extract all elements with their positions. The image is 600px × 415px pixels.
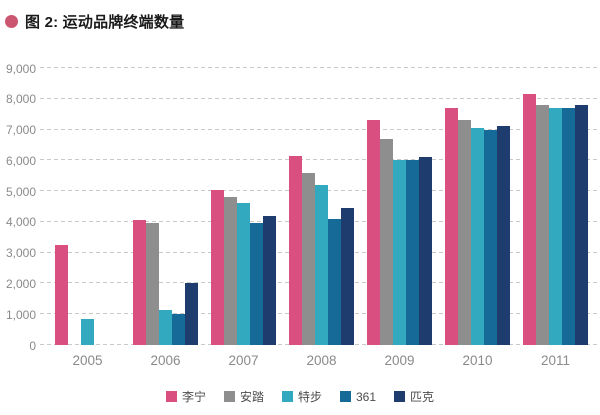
y-tick-label: 2,000 [5, 276, 36, 291]
legend-item: 匹克 [394, 388, 434, 405]
legend-swatch-icon [281, 391, 293, 402]
y-tick-label: 8,000 [5, 92, 36, 107]
bar [497, 126, 510, 345]
bar-group: 2005 [55, 68, 120, 368]
bar-group: 2008 [289, 68, 354, 368]
bar [380, 138, 393, 345]
bar-group: 2011 [523, 68, 588, 368]
bar [185, 283, 198, 345]
y-tick-label: 5,000 [5, 184, 36, 199]
bar-group: 2007 [211, 68, 276, 368]
bar [302, 172, 315, 345]
bar [146, 223, 159, 345]
bar [575, 104, 588, 345]
bar [549, 108, 562, 345]
bar [484, 129, 497, 345]
y-tick-label: 3,000 [5, 246, 36, 261]
y-tick-label: 0 [29, 338, 36, 353]
bar [211, 189, 224, 345]
bar [55, 244, 68, 345]
plot-area: 2005 2006 2007 2008 2009 2010 2011 [55, 68, 588, 368]
x-tick-label: 2011 [540, 353, 571, 368]
y-tick-label: 7,000 [5, 123, 36, 138]
bar [224, 197, 237, 345]
bar [172, 314, 185, 345]
bar [133, 220, 146, 345]
bar [328, 218, 341, 345]
gridline [40, 159, 600, 161]
y-tick-label: 4,000 [5, 215, 36, 230]
bar [562, 108, 575, 345]
legend-label: 匹克 [410, 390, 435, 404]
bar [406, 160, 419, 345]
legend-label: 特步 [297, 390, 322, 404]
figure-header: 图 2: 运动品牌终端数量 [0, 0, 600, 40]
bar-group: 2009 [367, 68, 432, 368]
legend-swatch-icon [394, 391, 406, 402]
legend-item: 安踏 [223, 388, 264, 405]
y-tick-label: 1,000 [5, 307, 36, 322]
page-title: 图 2: 运动品牌终端数量 [25, 14, 185, 31]
x-tick-label: 2008 [306, 353, 337, 368]
legend-item: 李宁 [165, 388, 206, 405]
gridline [40, 97, 600, 99]
bar [263, 215, 276, 345]
bar [341, 208, 354, 345]
gridline [40, 67, 600, 68]
legend-swatch-icon [223, 391, 235, 402]
y-tick-label: 6,000 [5, 153, 36, 168]
title-bullet-icon [5, 15, 18, 28]
legend-label: 安踏 [239, 390, 264, 404]
bar [458, 120, 471, 345]
legend-item: 361 [340, 388, 376, 405]
x-tick-label: 2005 [72, 353, 103, 368]
y-axis-labels: 0 1,000 2,000 3,000 4,000 5,000 6,000 7,000 8,00… [0, 62, 36, 353]
legend-swatch-icon [165, 391, 177, 402]
legend-label: 361 [356, 389, 377, 404]
x-tick-label: 2006 [150, 353, 181, 368]
bar [289, 155, 302, 345]
x-tick-label: 2009 [384, 353, 415, 368]
bar-group: 2006 [133, 68, 198, 368]
bar [536, 104, 549, 345]
bar [315, 184, 328, 345]
bar [419, 157, 432, 345]
x-tick-label: 2007 [228, 353, 259, 368]
bar [159, 309, 172, 345]
bar [367, 120, 380, 345]
gridline [40, 128, 600, 130]
bar [523, 94, 536, 345]
legend: 李宁 安踏 特步 361 匹克 [0, 388, 600, 405]
bar-group: 2010 [445, 68, 510, 368]
legend-label: 李宁 [181, 390, 206, 404]
bar [393, 160, 406, 345]
bar [471, 128, 484, 345]
legend-item: 特步 [281, 388, 322, 405]
bar [445, 108, 458, 345]
y-tick-label: 9,000 [5, 61, 36, 76]
bar [237, 203, 250, 345]
bar [81, 318, 94, 345]
bar [250, 223, 263, 345]
legend-swatch-icon [340, 391, 351, 402]
x-tick-label: 2010 [462, 353, 493, 368]
